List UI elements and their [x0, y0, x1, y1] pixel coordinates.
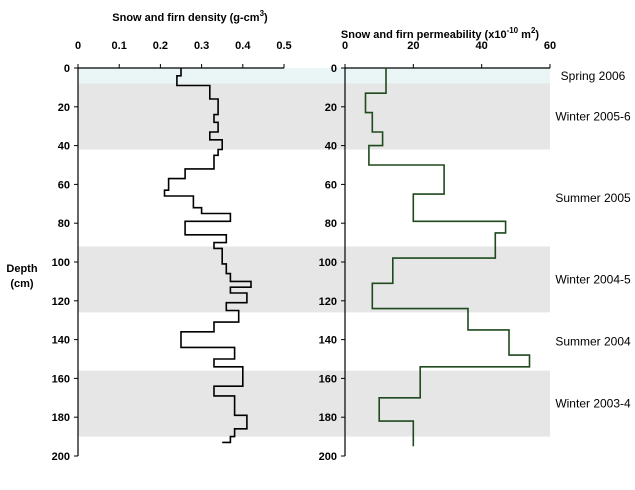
season-label: Spring 2006 [561, 69, 626, 83]
axes: 0 0.1 0.2 0.3 0.4 0.5 0 20 40 60 80 100 120 140 160 180… [52, 40, 556, 463]
season-label: Summer 2005 [555, 191, 631, 205]
x-tick-label: 60 [544, 40, 556, 52]
depth-tick-label: 120 [319, 296, 337, 308]
depth-tick-label: 160 [319, 373, 337, 385]
depth-tick-label: 200 [319, 451, 337, 463]
depth-tick-label: 60 [325, 179, 337, 191]
x-tick-label: 0.4 [235, 40, 251, 52]
depth-tick-label: 180 [52, 412, 70, 424]
season-bands: Spring 2006 Winter 2005-6 Summer 2005 Winte… [78, 68, 631, 437]
depth-tick-label: 100 [319, 257, 337, 269]
depth-axis-label-line1: Depth [6, 263, 37, 275]
depth-tick-label: 140 [319, 335, 337, 347]
x-tick-label: 40 [476, 40, 488, 52]
season-band [78, 312, 550, 371]
depth-tick-label: 60 [58, 179, 70, 191]
depth-tick-label: 40 [58, 141, 70, 153]
depth-tick-label: 180 [319, 412, 337, 424]
depth-tick-label: 0 [64, 63, 70, 75]
x-tick-label: 0.5 [276, 40, 291, 52]
permeability-profile-line [364, 68, 531, 447]
density-profile-line [163, 68, 252, 444]
depth-tick-label: 120 [52, 296, 70, 308]
season-band [78, 370, 550, 437]
season-label: Winter 2004-5 [555, 272, 631, 286]
x-tick-label: 0 [75, 40, 81, 52]
depth-tick-label: 40 [325, 141, 337, 153]
depth-axis-label-line2: (cm) [10, 278, 34, 290]
depth-tick-label: 200 [52, 451, 70, 463]
season-label: Winter 2003-4 [555, 397, 631, 411]
depth-tick-label: 20 [325, 102, 337, 114]
season-band [78, 149, 550, 247]
season-label: Winter 2005-6 [555, 110, 631, 124]
season-band [78, 68, 550, 84]
depth-tick-label: 0 [331, 63, 337, 75]
season-band [78, 83, 550, 150]
x-tick-label: 0 [342, 40, 348, 52]
depth-tick-label: 80 [325, 218, 337, 230]
permeability-axis-title: Snow and firn permeability (x10-10 m2) [341, 26, 540, 41]
depth-tick-label: 100 [52, 257, 70, 269]
depth-tick-label: 20 [58, 102, 70, 114]
x-tick-label: 20 [407, 40, 419, 52]
season-label: Summer 2004 [555, 335, 631, 349]
density-axis-title: Snow and firn density (g-cm3) [112, 9, 268, 24]
series [163, 68, 531, 447]
season-band [78, 246, 550, 313]
depth-tick-label: 140 [52, 335, 70, 347]
x-tick-label: 0.3 [194, 40, 209, 52]
x-tick-label: 0.2 [153, 40, 168, 52]
depth-tick-label: 160 [52, 373, 70, 385]
depth-tick-label: 80 [58, 218, 70, 230]
x-tick-label: 0.1 [112, 40, 127, 52]
